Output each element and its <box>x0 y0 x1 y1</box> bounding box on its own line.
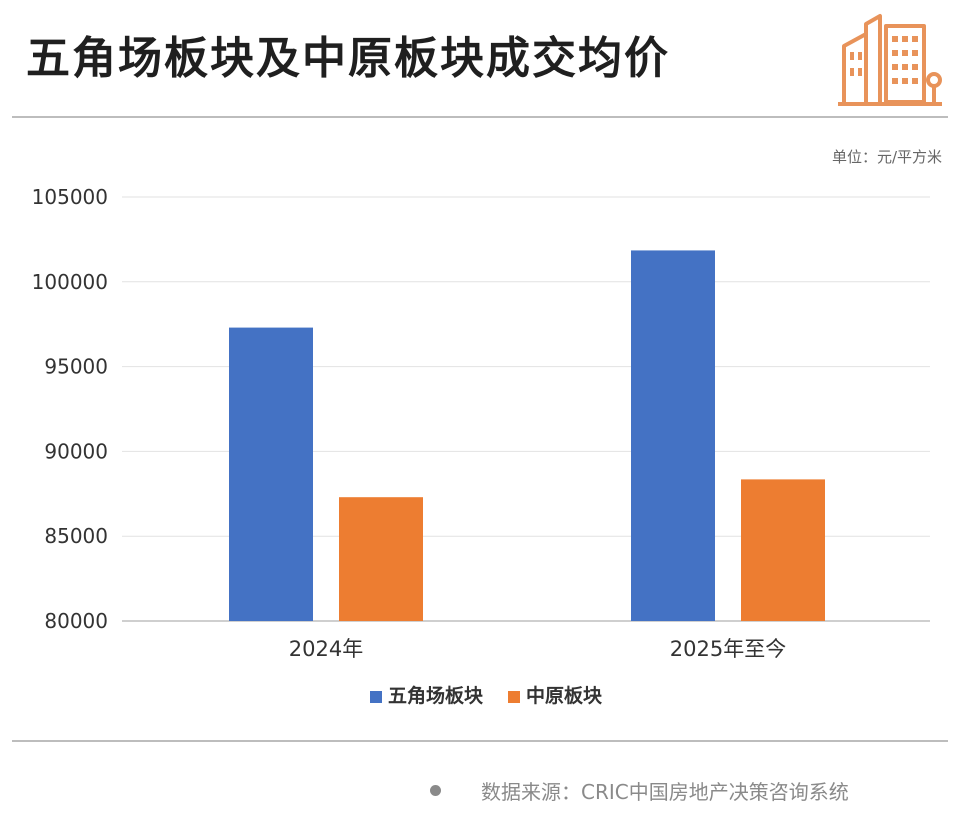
chart-title: 五角场板块及中原板块成交均价 <box>26 33 670 84</box>
legend-swatch <box>508 691 520 703</box>
y-tick-label: 85000 <box>44 524 108 548</box>
x-tick-label: 2025年至今 <box>670 637 786 661</box>
y-tick-label: 100000 <box>32 270 108 294</box>
y-tick-label: 95000 <box>44 355 108 379</box>
y-tick-label: 80000 <box>44 609 108 633</box>
legend-swatch <box>370 691 382 703</box>
bar <box>339 497 423 621</box>
legend-label: 五角场板块 <box>388 684 484 707</box>
source-text: 数据来源：CRIC中国房地产决策咨询系统 <box>481 780 849 804</box>
y-tick-label: 90000 <box>44 439 108 463</box>
city-buildings-icon <box>838 14 942 106</box>
bar <box>229 327 313 621</box>
bar-chart: 80000 85000 90000 95000 100000 105000 2024年 202… <box>32 185 930 707</box>
source-note: 数据来源：CRIC中国房地产决策咨询系统 <box>430 776 849 805</box>
x-tick-label: 2024年 <box>289 637 363 661</box>
bar <box>631 250 715 621</box>
bullet-icon <box>430 785 441 796</box>
title-divider <box>12 116 948 118</box>
unit-label: 单位：元/平方米 <box>831 148 942 166</box>
legend-label: 中原板块 <box>526 684 603 707</box>
bar <box>741 479 825 621</box>
footer-divider <box>12 740 948 742</box>
y-tick-label: 105000 <box>32 185 108 209</box>
